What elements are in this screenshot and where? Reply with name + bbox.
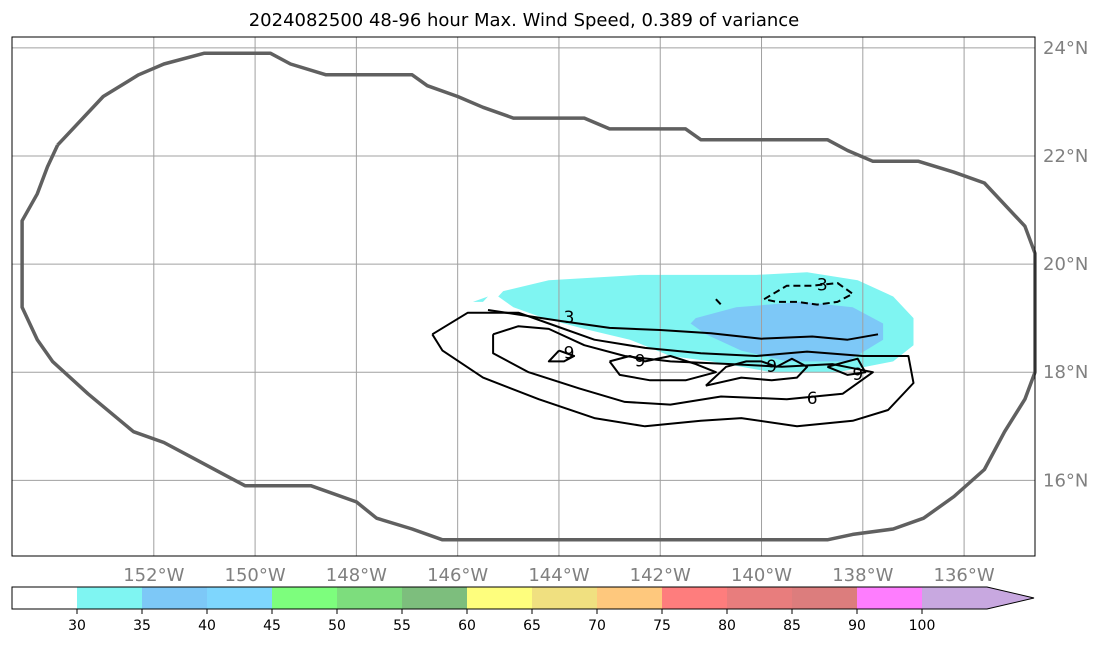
lon-tick-label: 140°W xyxy=(731,565,792,586)
contour-label: 9 xyxy=(564,343,575,363)
map-frame xyxy=(11,36,1036,557)
lon-tick-label: 144°W xyxy=(528,565,589,586)
contour-line-6-3 xyxy=(431,311,915,428)
colorbar-segment xyxy=(77,587,143,609)
colorbar-tick-label: 85 xyxy=(783,618,801,634)
chart-title: 2024082500 48-96 hour Max. Wind Speed, 0… xyxy=(249,10,800,31)
colorbar-segment xyxy=(272,587,338,609)
colorbar-segment xyxy=(142,587,208,609)
contour-line-3-1 xyxy=(763,282,854,306)
colorbar-tick-label: 65 xyxy=(523,618,541,634)
lat-tick-label: 18°N xyxy=(1043,362,1088,383)
colorbar-segment xyxy=(792,587,858,609)
colorbar-segment xyxy=(662,587,728,609)
colorbar-tick-label: 55 xyxy=(393,618,411,634)
lat-tick-label: 20°N xyxy=(1043,254,1088,275)
lat-tick-label: 24°N xyxy=(1043,38,1088,59)
colorbar-segment xyxy=(337,587,403,609)
map-panel: 3 3 9 9 9 9 6 xyxy=(11,36,1037,557)
domain-outline xyxy=(20,51,1037,542)
lon-tick-label: 138°W xyxy=(832,565,893,586)
contour-label: 3 xyxy=(564,308,575,328)
colorbar-extend-arrow xyxy=(922,587,1034,609)
colorbar-segment xyxy=(402,587,468,609)
colorbar-segment xyxy=(532,587,598,609)
colorbar-tick-label: 70 xyxy=(588,618,606,634)
contour-label: 9 xyxy=(852,365,863,385)
contour-labels: 3 3 9 9 9 9 6 xyxy=(564,276,863,410)
contour-line-3-0 xyxy=(487,309,879,341)
lon-tick-label: 152°W xyxy=(123,565,184,586)
contour-line-9-6 xyxy=(608,355,717,382)
lat-tick-labels: 24°N 22°N 20°N 18°N 16°N xyxy=(1043,38,1088,492)
colorbar-tick-label: 30 xyxy=(68,618,86,634)
filled-region-35-40-2 xyxy=(690,301,884,362)
colorbar-tick-label: 75 xyxy=(653,618,671,634)
lon-tick-label: 142°W xyxy=(630,565,691,586)
contour-label: 3 xyxy=(817,276,828,296)
contour-line-3-2 xyxy=(715,298,722,306)
lon-tick-label: 150°W xyxy=(225,565,286,586)
contour-label: 6 xyxy=(807,389,818,409)
lon-tick-labels: 152°W 150°W 148°W 146°W 144°W 142°W 140°W 138°W… xyxy=(123,565,995,586)
lon-tick-label: 136°W xyxy=(934,565,995,586)
contour-line-6-4 xyxy=(492,325,874,406)
colorbar-tick-label: 35 xyxy=(133,618,151,634)
colorbar-tick-label: 80 xyxy=(718,618,736,634)
colorbar-segment xyxy=(467,587,533,609)
contour-line-9-8 xyxy=(827,357,867,376)
colorbar-frame xyxy=(11,586,1035,610)
colorbar-tick-label: 60 xyxy=(458,618,476,634)
filled-regions xyxy=(472,272,914,373)
gridlines xyxy=(12,37,1035,556)
lon-tick-label: 146°W xyxy=(427,565,488,586)
colorbar-segment xyxy=(12,587,78,609)
colorbar-segment xyxy=(207,587,273,609)
domain-outline-group xyxy=(20,51,1037,542)
colorbar-segment xyxy=(857,587,923,609)
contour-label: 9 xyxy=(635,351,646,371)
colorbar-segment xyxy=(727,587,793,609)
colorbar-segment xyxy=(597,587,663,609)
colorbar-tick-label: 40 xyxy=(198,618,216,634)
colorbar: 30 35 40 45 50 55 60 65 70 75 80 85 90 100 xyxy=(11,586,1035,634)
contour-lines xyxy=(431,282,915,428)
filled-region-30-35-1 xyxy=(472,296,488,302)
lat-tick-label: 22°N xyxy=(1043,146,1088,167)
contour-label: 9 xyxy=(766,357,777,377)
contour-line-9-5 xyxy=(547,349,576,363)
colorbar-tick-label: 45 xyxy=(263,618,281,634)
colorbar-tick-label: 50 xyxy=(328,618,346,634)
lat-tick-label: 16°N xyxy=(1043,470,1088,491)
contour-line-9-7 xyxy=(705,357,809,387)
colorbar-tick-label: 90 xyxy=(848,618,866,634)
lon-tick-label: 148°W xyxy=(326,565,387,586)
colorbar-tick-label: 100 xyxy=(909,618,936,634)
